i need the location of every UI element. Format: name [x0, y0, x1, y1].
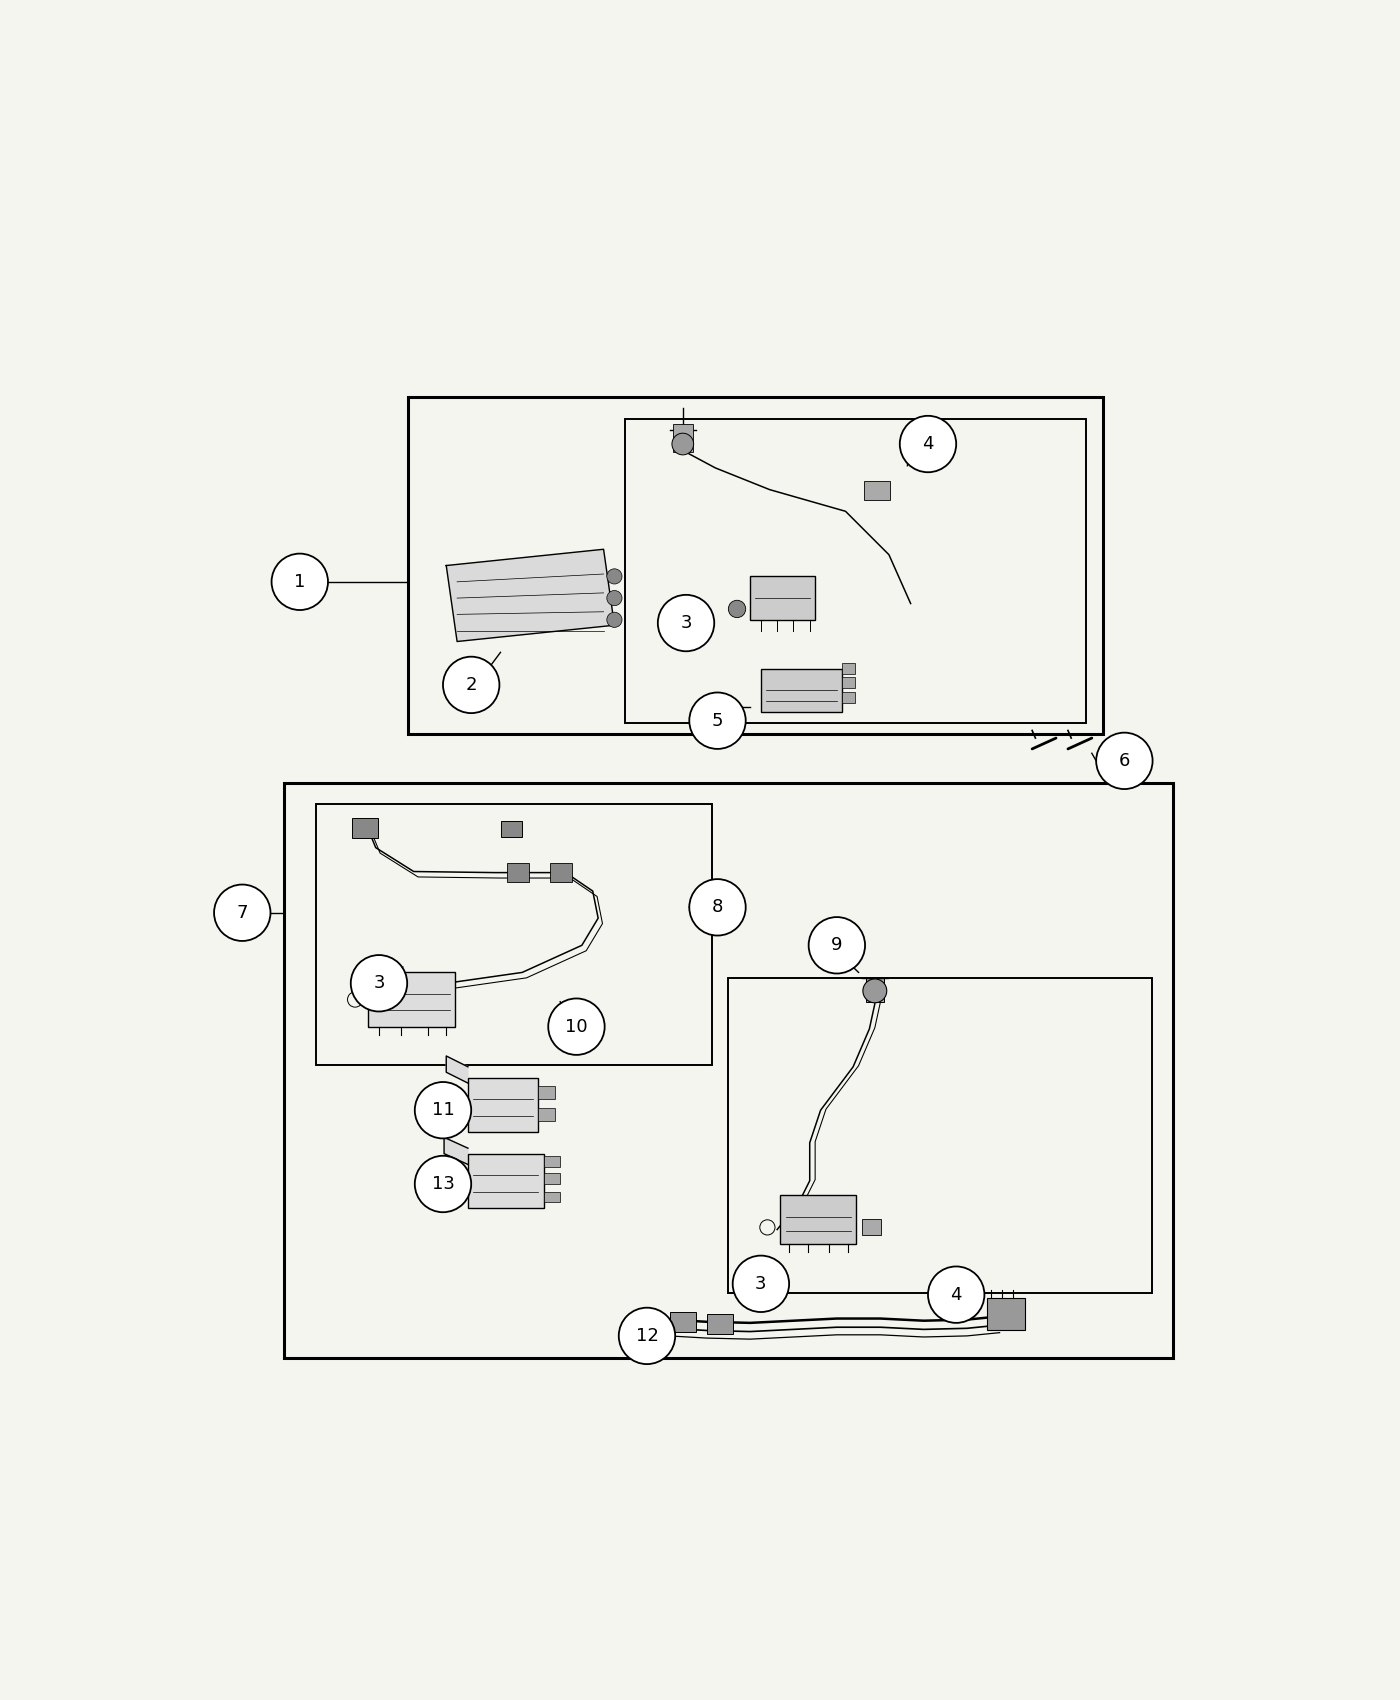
Polygon shape: [447, 1056, 468, 1083]
Circle shape: [606, 612, 622, 627]
Bar: [862, 1219, 882, 1234]
Circle shape: [672, 434, 693, 456]
Text: 2: 2: [465, 677, 477, 694]
Bar: [539, 1108, 554, 1120]
Circle shape: [414, 1156, 472, 1212]
Text: 7: 7: [237, 904, 248, 921]
Circle shape: [1096, 733, 1152, 789]
Circle shape: [272, 554, 328, 610]
Circle shape: [414, 1081, 472, 1139]
Bar: [669, 1312, 696, 1331]
Circle shape: [549, 998, 605, 1056]
Polygon shape: [447, 549, 615, 641]
Polygon shape: [444, 1137, 468, 1164]
Bar: [750, 576, 815, 620]
Text: 13: 13: [431, 1175, 455, 1193]
Bar: [501, 821, 522, 836]
Text: 1: 1: [294, 573, 305, 592]
Bar: [316, 804, 713, 1064]
Text: 8: 8: [711, 898, 724, 916]
Text: 11: 11: [431, 1102, 455, 1119]
Circle shape: [862, 979, 886, 1003]
Bar: [707, 1314, 732, 1335]
Circle shape: [928, 1266, 984, 1323]
Circle shape: [728, 600, 746, 617]
Text: 3: 3: [374, 974, 385, 993]
Text: 3: 3: [680, 614, 692, 632]
Bar: [468, 1154, 545, 1209]
Text: 4: 4: [951, 1285, 962, 1304]
Bar: [843, 663, 855, 675]
Circle shape: [900, 416, 956, 473]
Bar: [728, 977, 1151, 1292]
Text: 3: 3: [755, 1275, 767, 1292]
Bar: [550, 864, 573, 882]
Text: 6: 6: [1119, 751, 1130, 770]
Circle shape: [658, 595, 714, 651]
Bar: [545, 1192, 560, 1202]
Bar: [673, 425, 693, 452]
Circle shape: [214, 884, 270, 942]
Bar: [867, 977, 883, 1001]
Circle shape: [606, 590, 622, 605]
Text: 10: 10: [566, 1018, 588, 1035]
Circle shape: [351, 955, 407, 1012]
Bar: [762, 668, 843, 712]
Bar: [545, 1156, 560, 1166]
Bar: [368, 972, 455, 1027]
Bar: [507, 864, 529, 882]
Circle shape: [606, 570, 622, 585]
Circle shape: [809, 916, 865, 974]
Circle shape: [689, 879, 746, 935]
Bar: [843, 692, 855, 704]
Bar: [468, 1078, 539, 1132]
Text: 5: 5: [711, 712, 724, 729]
Circle shape: [442, 656, 500, 712]
Bar: [626, 420, 1086, 722]
Bar: [351, 818, 378, 838]
Text: 9: 9: [832, 937, 843, 954]
Circle shape: [732, 1256, 790, 1312]
Text: 4: 4: [923, 435, 934, 452]
Circle shape: [619, 1307, 675, 1363]
Circle shape: [689, 692, 746, 750]
Bar: [545, 1173, 560, 1183]
Bar: [843, 677, 855, 688]
Bar: [864, 481, 890, 500]
Text: 12: 12: [636, 1328, 658, 1345]
Bar: [780, 1195, 857, 1244]
Bar: [283, 782, 1173, 1358]
Bar: [987, 1297, 1025, 1331]
Bar: [539, 1086, 554, 1100]
Bar: [409, 398, 1103, 734]
